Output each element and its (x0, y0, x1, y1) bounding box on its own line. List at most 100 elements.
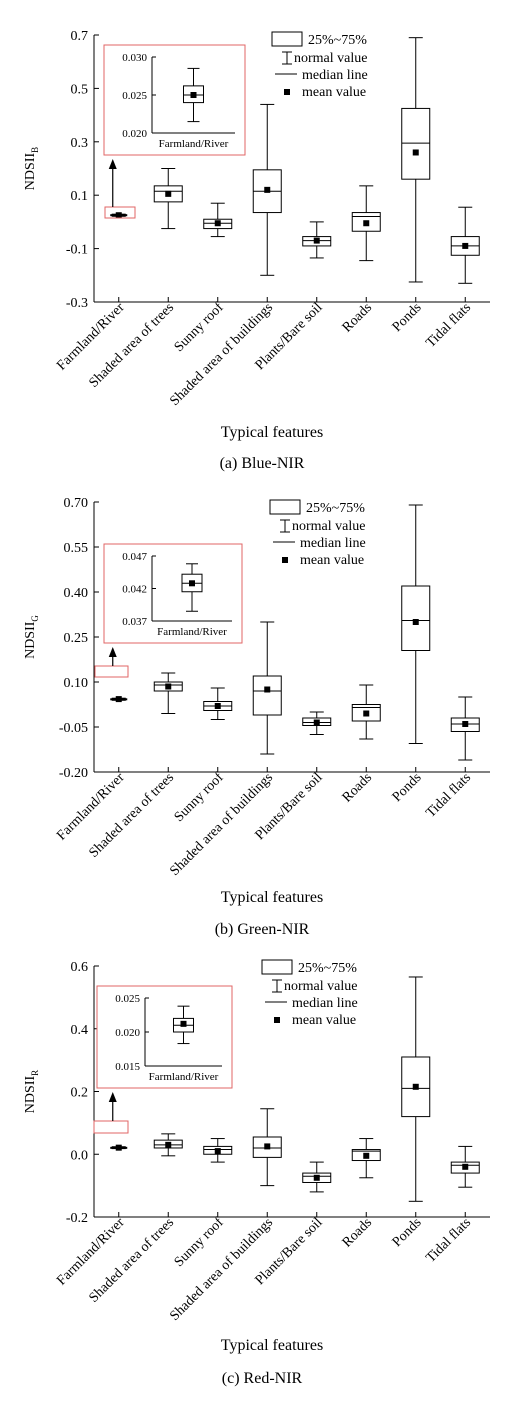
x-category-label: Tidal flats (423, 300, 474, 351)
inset-y-tick-label: 0.047 (122, 551, 147, 563)
legend: 25%~75% normal value median line mean value (271, 31, 368, 100)
inset-y-tick-label: 0.042 (122, 584, 147, 596)
panel-caption: (a) Blue-NIR (220, 455, 305, 472)
legend-mean-swatch (274, 1017, 280, 1023)
box-mean-marker (412, 1083, 419, 1090)
box-7 (401, 976, 431, 1202)
panel-red-nir: 0.6 0.4 0.2 0.0 -0.2 Farmland/River Shaded are… (23, 959, 490, 1387)
y-tick-label: 0.1 (71, 189, 89, 204)
box-iqr-box (401, 107, 431, 180)
y-axis-title: NDSIIR (23, 1070, 40, 1113)
x-category-label: Ponds (390, 770, 425, 805)
legend: 25%~75% normal value median line mean value (269, 499, 366, 568)
y-axis-title-main: NDSII (23, 153, 38, 191)
y-axis-title-main: NDSII (23, 1076, 38, 1114)
x-axis-title: Typical features (221, 1337, 323, 1354)
legend-mean-label: mean value (300, 553, 364, 568)
box-mean-marker (264, 1143, 271, 1150)
x-category-label: Ponds (390, 300, 425, 335)
box-mean-marker (214, 220, 221, 227)
box-3 (203, 202, 233, 238)
box-7 (401, 504, 431, 744)
x-category-label: Roads (340, 1215, 375, 1250)
legend-iqr-label: 25%~75% (298, 961, 357, 976)
inset-category-label: Farmland/River (157, 626, 227, 638)
inset-arrow-head (108, 1092, 117, 1102)
box-mean-marker (462, 242, 469, 249)
inset-frame (103, 543, 243, 644)
y-tick-label: -0.20 (59, 766, 88, 781)
legend-mean-label: mean value (292, 1013, 356, 1028)
box-mean-marker (363, 1152, 370, 1159)
inset-y-tick-label: 0.037 (122, 616, 147, 628)
box-mean-marker (115, 1144, 122, 1151)
box-mean-marker (214, 703, 221, 709)
box-6 (351, 185, 381, 262)
inset-y-tick-label: 0.020 (122, 128, 147, 140)
inset-frame (103, 44, 246, 156)
y-tick-label: 0.0 (71, 1148, 89, 1163)
legend-mean-label: mean value (302, 85, 366, 100)
inset-box-mean-marker (180, 1020, 187, 1027)
y-tick-label: -0.3 (66, 296, 88, 311)
x-category-label: Tidal flats (423, 1215, 474, 1266)
box-mean-marker (313, 1174, 320, 1181)
x-category-label: Ponds (390, 1215, 425, 1250)
box-1 (110, 1144, 128, 1151)
y-tick-label: 0.40 (64, 586, 89, 601)
x-category-label: Roads (340, 770, 375, 805)
legend-iqr-swatch (261, 959, 293, 975)
y-tick-label: -0.2 (66, 1211, 88, 1226)
box-4 (252, 1108, 282, 1187)
y-tick-label: -0.1 (66, 243, 88, 258)
y-axis-title-main: NDSII (23, 621, 38, 659)
inset-frame (96, 985, 233, 1089)
inset-arrow-head (108, 647, 117, 657)
legend-median-label: median line (302, 68, 368, 83)
inset-box-mean-marker (190, 92, 197, 98)
legend-normal-label: normal value (294, 51, 367, 66)
x-category-label: Tidal flats (423, 770, 474, 821)
box-mean-marker (214, 1148, 221, 1155)
legend-iqr-label: 25%~75% (308, 33, 367, 48)
legend-median-label: median line (300, 536, 366, 551)
box-7 (401, 37, 431, 283)
inset-y-tick-label: 0.030 (122, 52, 147, 64)
y-tick-label: -0.05 (59, 721, 88, 736)
box-8 (450, 696, 480, 761)
panel-caption: (c) Red-NIR (222, 1370, 303, 1387)
inset-zoom: 0.025 0.020 0.015 Farmland/River (96, 985, 233, 1089)
legend-iqr-swatch (271, 31, 303, 47)
x-axis-title: Typical features (221, 424, 323, 441)
inset-y-tick-label: 0.025 (122, 90, 147, 102)
inset-y-tick-label: 0.025 (115, 993, 140, 1005)
inset-box-mean-marker (189, 580, 195, 587)
x-category-label: Roads (340, 300, 375, 335)
box-6 (351, 684, 381, 740)
box-4 (252, 103, 282, 276)
legend-iqr-label: 25%~75% (306, 501, 365, 516)
box-mean-marker (264, 686, 271, 693)
y-tick-label: 0.6 (71, 960, 89, 975)
box-6 (351, 1138, 381, 1179)
box-1 (110, 696, 128, 703)
y-tick-label: 0.10 (64, 676, 89, 691)
legend-iqr-swatch (269, 499, 301, 515)
box-8 (450, 206, 480, 284)
y-tick-label: 0.5 (71, 82, 89, 97)
legend-normal-label: normal value (292, 519, 365, 534)
box-mean-marker (412, 619, 419, 625)
inset-y-tick-label: 0.020 (115, 1027, 140, 1039)
box-5 (302, 711, 332, 735)
box-5 (302, 1161, 332, 1193)
box-3 (203, 687, 233, 720)
inset-zoom: 0.030 0.025 0.020 Farmland/River (103, 44, 246, 156)
y-axis-title: NDSIIB (23, 147, 40, 190)
box-mean-marker (313, 719, 320, 726)
inset-reference-box (93, 1120, 129, 1134)
box-mean-marker (115, 212, 122, 219)
y-axis-title-sub: R (30, 1070, 40, 1076)
box-2 (153, 672, 183, 714)
panel-blue-nir: 0.7 0.5 0.3 0.1 -0.1 -0.3 Farmland/River Shaded… (23, 29, 490, 472)
